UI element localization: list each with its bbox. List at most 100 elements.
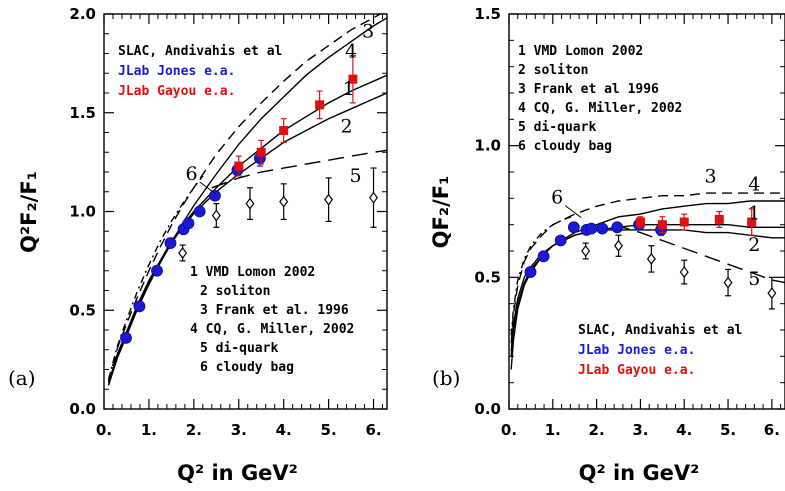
y-tick-label: 0.5 [474,268,501,286]
data-point-slac [646,252,656,265]
data-point-slac [369,191,379,204]
curve-label: 3 [362,21,374,43]
x-tick-label: 0. [96,421,112,439]
panel-label: (a) [8,366,36,390]
model-curve-3 [107,14,382,382]
x-tick-label: 2. [589,421,605,439]
y-tick-label: 0.0 [474,400,501,418]
data-point-gayou [657,220,667,230]
legend-model-entry: 1 VMD Lomon 2002 [190,265,315,280]
y-tick-label: 0.5 [69,301,96,319]
data-point-slac [279,195,289,208]
y-tick-label: 1.5 [69,104,96,122]
legend-model-entry: 5 di-quark [200,341,278,356]
curve-label: 3 [704,166,716,188]
chart-panel-b: 0.0 0.5 1.0 1.5 0. 1. 2. 3. 4. 5. 6. Q² in GeV² QF₂/… [429,5,785,485]
data-point-slac [211,209,221,222]
data-point-jones [164,237,177,250]
data-point-gayou [279,126,289,136]
legend-model-entry: 1 VMD Lomon 2002 [518,44,643,59]
x-tick-label: 3. [632,421,648,439]
model-curve-4 [510,200,785,370]
legend-model-entry: 2 soliton [518,63,588,78]
x-tick-label: 3. [231,421,247,439]
chart-panel-a: 0.0 0.5 1.0 1.5 2.0 0. 1. 2. 3. 4. 5. 6. Q² in GeV² Q… [8,5,388,485]
data-point-jones [524,266,537,278]
curve-label: 1 [343,78,355,100]
y-tick-label: 1.5 [474,5,501,23]
x-tick-label: 6. [365,421,381,439]
y-tick-label: 2.0 [69,5,96,23]
data-point-jones [182,217,195,230]
data-point-jones [193,205,206,218]
data-point-jones [209,189,221,202]
model-curve-4 [107,17,387,386]
curve-6-pointer [564,205,582,219]
data-point-jones [554,234,567,247]
y-axis-label: QF₂/F₁ [429,176,453,249]
legend-data-entry: SLAC, Andivahis et al [578,323,742,338]
curve-label: 4 [345,40,357,62]
data-point-jones [133,300,146,313]
data-point-jones [151,264,163,277]
y-tick-label: 0.0 [69,400,96,418]
curve-label: 6 [551,187,563,209]
data-point-gayou [348,74,358,84]
x-tick-label: 5. [321,421,337,439]
data-point-gayou [714,214,724,224]
x-tick-label: 6. [764,421,780,439]
data-point-jones [611,221,624,234]
plot-frame [508,13,785,410]
legend-model-entry: 4 CQ, G. Miller, 2002 [190,322,354,337]
x-tick-label: 2. [186,421,202,439]
data-point-gayou [256,147,266,157]
data-point-gayou [679,217,689,227]
legend-data-entry: JLab Jones e.a. [578,343,695,358]
legend-data-entry: JLab Gayou e.a. [118,84,235,99]
data-point-jones [585,222,598,235]
curve-6-pointer [199,181,216,195]
data-point-gayou [747,217,757,227]
legend-model-entry: 5 di-quark [518,120,596,135]
data-point-slac [679,266,689,279]
data-point-slac [324,193,334,206]
data-point-jones [537,250,550,263]
y-tick-label: 1.0 [474,137,501,155]
model-curve-6 [107,175,204,380]
data-point-jones [120,331,132,344]
x-tick-label: 5. [720,421,736,439]
legend-model-entry: 2 soliton [200,284,270,299]
curve-label: 2 [748,234,760,256]
x-axis-label: Q² in GeV² [177,461,298,485]
x-tick-label: 1. [141,421,157,439]
legend-data-entry: JLab Jones e.a. [118,64,235,79]
data-point-slac [614,239,624,252]
x-tick-label: 0. [501,421,517,439]
data-point-slac [178,246,188,259]
y-tick-label: 1.0 [69,203,96,221]
model-curve-6 [510,214,575,336]
legend-model-entry: 3 Frank et al 1996 [518,82,659,97]
data-point-slac [767,287,777,300]
curve-label: 5 [748,268,760,290]
data-point-jones [567,221,580,234]
x-tick-label: 4. [276,421,292,439]
legend-data-entry: SLAC, Andivahis et al [118,44,282,59]
data-point-slac [245,197,255,210]
plot-content [107,14,387,386]
legend-model-entry: 6 cloudy bag [200,360,294,375]
model-curve-5 [211,149,387,189]
legend-model-entry: 6 cloudy bag [518,139,612,154]
plot-content [510,192,785,370]
legend-data-entry: JLab Gayou e.a. [578,363,695,378]
model-curve-3 [510,192,785,344]
legend-model-entry: 4 CQ, G. Miller, 2002 [518,101,682,116]
panel-label: (b) [432,366,460,390]
data-point-gayou [315,100,325,110]
curve-label: 6 [186,163,198,185]
curve-label: 4 [748,173,760,195]
data-point-jones [596,222,609,235]
data-point-slac [581,245,591,257]
x-tick-label: 4. [676,421,692,439]
